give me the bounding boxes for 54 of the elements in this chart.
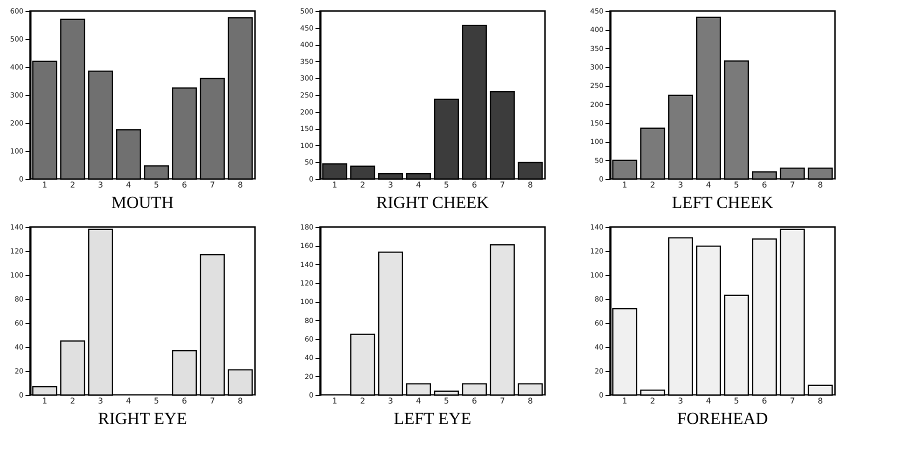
- x-tick-label: 1: [42, 396, 48, 406]
- x-tick-label: 3: [98, 396, 104, 406]
- x-tick-label: 6: [472, 180, 477, 190]
- x-tick-label: 7: [210, 396, 215, 406]
- x-tick-label: 3: [388, 396, 394, 406]
- text: RIGHT EYE: [98, 409, 187, 428]
- x-tick-label: 4: [706, 180, 712, 190]
- x-tick-label: 4: [416, 396, 422, 406]
- text: LEFT CHEEK: [672, 193, 774, 212]
- x-tick-label: 8: [528, 396, 533, 406]
- x-tick-label: 1: [622, 396, 628, 406]
- x-tick-label: 5: [154, 180, 160, 190]
- x-tick-label: 4: [416, 180, 422, 190]
- x-tick-label: 8: [238, 180, 243, 190]
- x-tick-label: 1: [332, 396, 338, 406]
- x-tick-label: 8: [528, 180, 533, 190]
- x-tick-label: 6: [762, 180, 767, 190]
- x-tick-label: 2: [70, 396, 76, 406]
- x-tick-label: 6: [182, 180, 187, 190]
- x-tick-label: 2: [650, 396, 656, 406]
- x-tick-label: 6: [182, 396, 187, 406]
- x-tick-label: 8: [238, 396, 243, 406]
- x-tick-label: 3: [388, 180, 394, 190]
- x-tick-label: 8: [818, 396, 823, 406]
- text: RIGHT CHEEK: [376, 193, 490, 212]
- text: LEFT EYE: [394, 409, 472, 428]
- x-tick-label: 7: [500, 396, 505, 406]
- x-tick-label: 3: [678, 396, 684, 406]
- x-tick-label: 8: [818, 180, 823, 190]
- x-tick-label: 6: [762, 396, 767, 406]
- x-tick-label: 5: [154, 396, 160, 406]
- x-tick-label: 2: [70, 180, 76, 190]
- x-tick-label: 2: [360, 396, 366, 406]
- x-tick-label: 4: [126, 396, 132, 406]
- x-tick-label: 3: [678, 180, 684, 190]
- x-tick-label: 7: [210, 180, 215, 190]
- text: MOUTH: [111, 193, 174, 212]
- x-tick-label: 7: [790, 396, 795, 406]
- x-tick-label: 5: [734, 396, 740, 406]
- x-tick-label: 5: [444, 180, 450, 190]
- x-tick-label: 1: [622, 180, 628, 190]
- x-tick-label: 6: [472, 396, 477, 406]
- x-tick-label: 3: [98, 180, 104, 190]
- x-tick-label: 7: [790, 180, 795, 190]
- x-tick-label: 2: [650, 180, 656, 190]
- x-tick-label: 2: [360, 180, 366, 190]
- x-tick-label: 4: [126, 180, 132, 190]
- x-tick-label: 1: [332, 180, 338, 190]
- text: FOREHEAD: [677, 409, 768, 428]
- x-tick-label: 5: [734, 180, 740, 190]
- x-tick-label: 5: [444, 396, 450, 406]
- x-tick-label: 7: [500, 180, 505, 190]
- x-tick-label: 4: [706, 396, 712, 406]
- x-tick-label: 1: [42, 180, 48, 190]
